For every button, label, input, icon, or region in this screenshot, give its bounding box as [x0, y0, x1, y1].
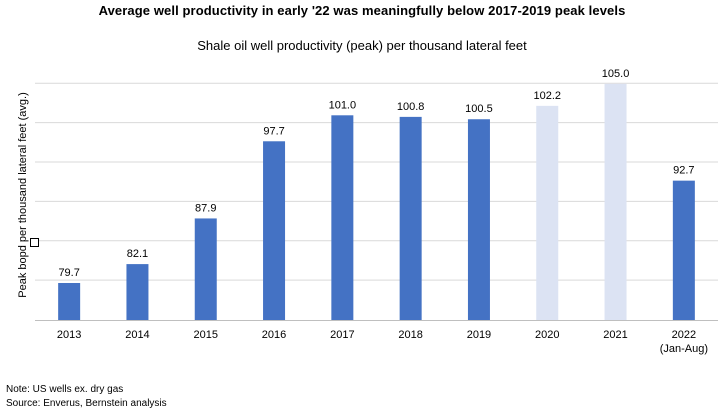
data-label-2020: 102.2 — [533, 90, 561, 102]
data-label-2021: 105.0 — [602, 68, 630, 80]
x-tick-2018: 2018 — [398, 329, 422, 341]
bar-2022 — [672, 180, 695, 320]
x-tick-2016: 2016 — [262, 329, 286, 341]
data-labels: 79.7 82.1 87.9 97.7 101.0 100.8 100.5 102.2 105.… — [58, 68, 694, 279]
x-tick-2013: 2013 — [57, 329, 81, 341]
bars — [58, 83, 695, 320]
x-tick-2019: 2019 — [467, 329, 491, 341]
x-tick-labels: 2013 2014 2015 2016 2017 2018 2019 2020 2021 2022… — [57, 329, 708, 355]
x-tick-2017: 2017 — [330, 329, 354, 341]
chart-title: Shale oil well productivity (peak) per t… — [197, 38, 527, 53]
bar-2013 — [58, 282, 81, 320]
bar-2016 — [263, 141, 286, 320]
data-label-2017: 101.0 — [329, 99, 357, 111]
bar-2019 — [467, 119, 490, 320]
legend-marker-square — [30, 238, 39, 247]
x-tick-2015: 2015 — [194, 329, 218, 341]
bar-chart: 79.7 82.1 87.9 97.7 101.0 100.8 100.5 102.2 105.… — [17, 68, 718, 355]
x-tick-2021: 2021 — [603, 329, 627, 341]
data-label-2016: 97.7 — [263, 125, 284, 137]
data-label-2019: 100.5 — [465, 103, 493, 115]
source-note: Source: Enverus, Bernstein analysis — [6, 398, 167, 409]
footnote: Note: US wells ex. dry gas — [6, 384, 124, 395]
headline: Average well productivity in early '22 w… — [98, 3, 626, 18]
bar-2021 — [604, 83, 627, 320]
data-label-2022: 92.7 — [673, 165, 694, 177]
x-tick-2014: 2014 — [125, 329, 149, 341]
x-tick-2022: 2022 — [672, 329, 696, 341]
gridlines — [35, 82, 718, 321]
bar-2015 — [194, 218, 217, 320]
bar-2018 — [399, 116, 422, 320]
bar-2014 — [126, 264, 149, 320]
data-label-2018: 100.8 — [397, 101, 425, 113]
x-tick-2020: 2020 — [535, 329, 559, 341]
x-tick-sublabel-2022: (Jan-Aug) — [660, 343, 708, 355]
data-label-2014: 82.1 — [127, 248, 148, 260]
data-label-2015: 87.9 — [195, 202, 216, 214]
y-axis-label: Peak bopd per thousand lateral feet (avg… — [17, 92, 29, 297]
bar-2017 — [331, 115, 354, 320]
bar-2020 — [536, 105, 559, 320]
data-label-2013: 79.7 — [58, 267, 79, 279]
